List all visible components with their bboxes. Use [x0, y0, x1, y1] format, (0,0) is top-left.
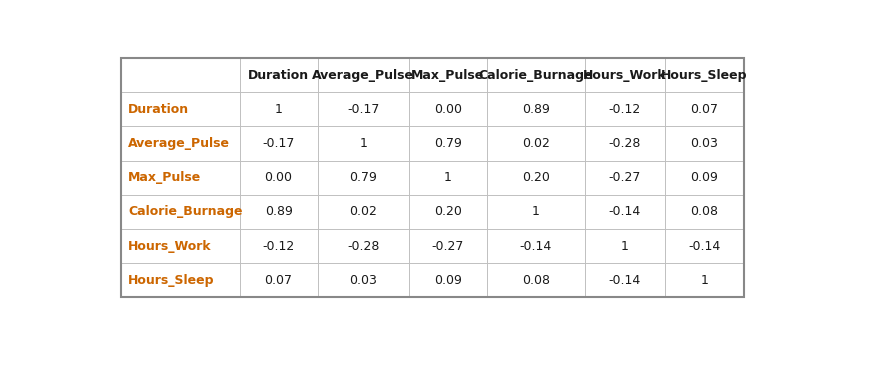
- Text: -0.17: -0.17: [347, 103, 380, 116]
- Bar: [664, 263, 745, 297]
- Bar: [486, 229, 585, 263]
- Bar: [121, 126, 240, 161]
- Text: 1: 1: [275, 103, 283, 116]
- Text: -0.14: -0.14: [608, 205, 641, 218]
- Bar: [240, 92, 318, 126]
- Bar: [486, 58, 585, 92]
- Text: 0.03: 0.03: [691, 137, 718, 150]
- Bar: [486, 195, 585, 229]
- Bar: [664, 58, 745, 92]
- Bar: [664, 229, 745, 263]
- Bar: [585, 229, 664, 263]
- Bar: [121, 229, 240, 263]
- Text: 0.00: 0.00: [265, 171, 292, 184]
- Bar: [664, 161, 745, 195]
- Bar: [585, 58, 664, 92]
- Text: 0.09: 0.09: [691, 171, 718, 184]
- Text: 0.79: 0.79: [434, 137, 462, 150]
- Text: 1: 1: [532, 205, 540, 218]
- Bar: [664, 195, 745, 229]
- Text: Duration: Duration: [128, 103, 189, 116]
- Bar: [664, 126, 745, 161]
- Text: 0.89: 0.89: [522, 103, 550, 116]
- Bar: [121, 58, 745, 297]
- Bar: [486, 263, 585, 297]
- Text: -0.12: -0.12: [608, 103, 641, 116]
- Bar: [409, 58, 486, 92]
- Bar: [486, 92, 585, 126]
- Text: 0.89: 0.89: [265, 205, 292, 218]
- Text: Average_Pulse: Average_Pulse: [313, 69, 414, 82]
- Text: Max_Pulse: Max_Pulse: [411, 69, 485, 82]
- Bar: [409, 263, 486, 297]
- Text: -0.14: -0.14: [608, 274, 641, 287]
- Bar: [409, 92, 486, 126]
- Bar: [486, 161, 585, 195]
- Bar: [585, 263, 664, 297]
- Bar: [585, 161, 664, 195]
- Text: 0.02: 0.02: [349, 205, 377, 218]
- Text: 1: 1: [621, 240, 629, 253]
- Bar: [240, 229, 318, 263]
- Text: 1: 1: [700, 274, 709, 287]
- Text: -0.27: -0.27: [431, 240, 464, 253]
- Bar: [318, 58, 409, 92]
- Text: Calorie_Burnage: Calorie_Burnage: [478, 69, 593, 82]
- Bar: [318, 92, 409, 126]
- Text: 0.07: 0.07: [265, 274, 292, 287]
- Bar: [409, 195, 486, 229]
- Bar: [121, 263, 240, 297]
- Text: 0.79: 0.79: [349, 171, 377, 184]
- Bar: [318, 195, 409, 229]
- Bar: [409, 161, 486, 195]
- Bar: [121, 92, 240, 126]
- Text: 0.00: 0.00: [434, 103, 462, 116]
- Text: 0.08: 0.08: [522, 274, 550, 287]
- Text: Calorie_Burnage: Calorie_Burnage: [128, 205, 243, 218]
- Text: Hours_Work: Hours_Work: [583, 69, 666, 82]
- Text: 0.02: 0.02: [522, 137, 550, 150]
- Text: 0.20: 0.20: [434, 205, 462, 218]
- Bar: [318, 126, 409, 161]
- Text: -0.17: -0.17: [263, 137, 295, 150]
- Bar: [318, 229, 409, 263]
- Text: -0.14: -0.14: [689, 240, 720, 253]
- Bar: [585, 92, 664, 126]
- Bar: [240, 58, 318, 92]
- Bar: [318, 161, 409, 195]
- Text: -0.12: -0.12: [263, 240, 295, 253]
- Bar: [121, 58, 240, 92]
- Text: 1: 1: [443, 171, 451, 184]
- Bar: [240, 263, 318, 297]
- Text: -0.27: -0.27: [608, 171, 641, 184]
- Bar: [486, 126, 585, 161]
- Bar: [585, 126, 664, 161]
- Text: 0.07: 0.07: [691, 103, 718, 116]
- Text: -0.14: -0.14: [519, 240, 552, 253]
- Text: 0.09: 0.09: [434, 274, 462, 287]
- Text: 0.08: 0.08: [691, 205, 718, 218]
- Text: 1: 1: [360, 137, 368, 150]
- Text: Hours_Sleep: Hours_Sleep: [661, 69, 748, 82]
- Bar: [318, 263, 409, 297]
- Bar: [240, 161, 318, 195]
- Text: Max_Pulse: Max_Pulse: [128, 171, 202, 184]
- Text: Average_Pulse: Average_Pulse: [128, 137, 230, 150]
- Bar: [409, 126, 486, 161]
- Text: 0.20: 0.20: [522, 171, 550, 184]
- Text: 0.03: 0.03: [349, 274, 377, 287]
- Text: Duration: Duration: [248, 69, 309, 82]
- Bar: [664, 92, 745, 126]
- Bar: [240, 195, 318, 229]
- Bar: [585, 195, 664, 229]
- Bar: [121, 161, 240, 195]
- Text: Hours_Work: Hours_Work: [128, 240, 211, 253]
- Text: Hours_Sleep: Hours_Sleep: [128, 274, 215, 287]
- Text: -0.28: -0.28: [608, 137, 641, 150]
- Bar: [240, 126, 318, 161]
- Bar: [121, 195, 240, 229]
- Text: -0.28: -0.28: [347, 240, 380, 253]
- Bar: [409, 229, 486, 263]
